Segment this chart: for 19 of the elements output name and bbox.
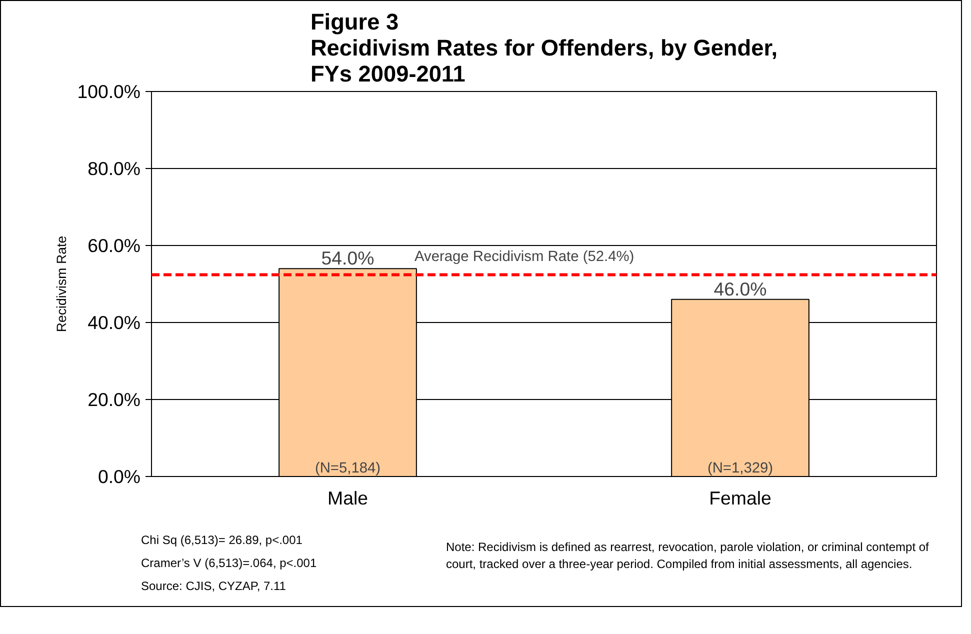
text: Cramer’s V (6,513)=.064, p<.001: [141, 555, 317, 572]
ref-line-label: Average Recidivism Rate (52.4%): [414, 249, 634, 266]
y-tick-label: 0.0%: [98, 466, 141, 487]
data-label: 46.0%: [714, 278, 767, 300]
x-tick-label: Male: [328, 488, 368, 508]
y-tick-label: 80.0%: [88, 158, 141, 179]
y-axis-title: Recidivism Rate: [54, 236, 70, 332]
y-tick-label: 60.0%: [88, 235, 141, 256]
data-label: 54.0%: [321, 248, 374, 269]
x-tick-label: Female: [709, 488, 772, 508]
y-tick-label: 20.0%: [88, 389, 141, 410]
text: Chi Sq (6,513)= 26.89, p<.001: [141, 532, 304, 549]
annotation: (N=1,329): [707, 460, 774, 476]
annotation: (N=5,184): [314, 460, 381, 476]
chart-title: Figure 3 Recidivism Rates for Offenders, by Gender, FYs 2009-2011: [310, 8, 778, 86]
text: Note: Recidivism is defined as rearrest, revocation, parole violation, or criminal contempt of court, tracked over a three-year period. Compiled from initial assessments, all agencies.: [446, 539, 930, 574]
y-tick-label: 40.0%: [88, 312, 141, 333]
y-tick-label: 100.0%: [77, 81, 141, 102]
source-note: Source: CJIS, CYZAP, 7.11: [141, 578, 287, 596]
